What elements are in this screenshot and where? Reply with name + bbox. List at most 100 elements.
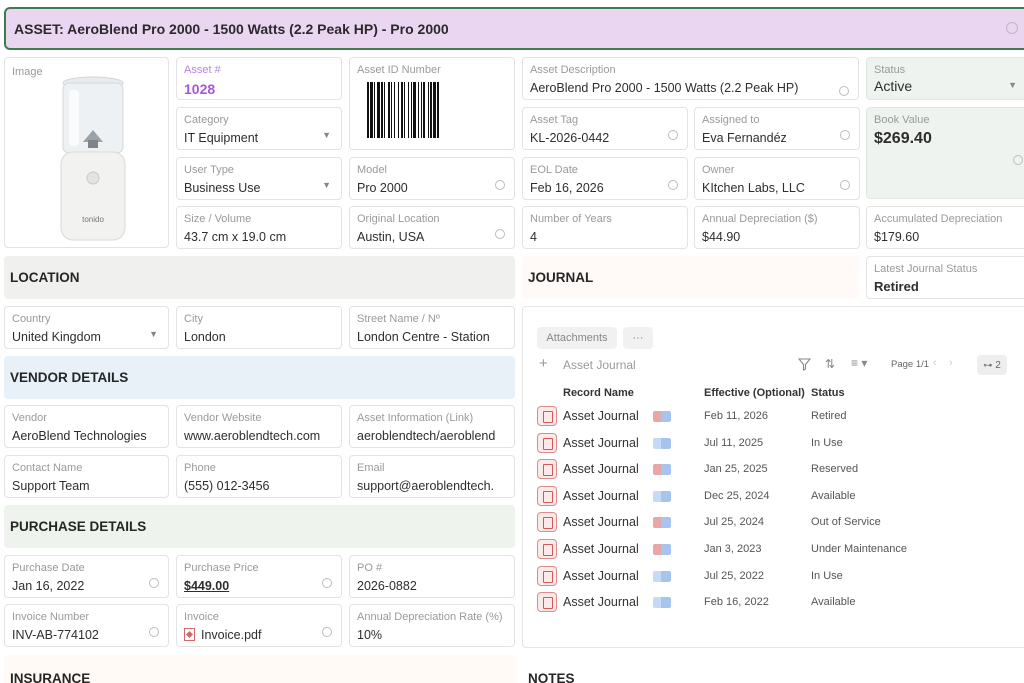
record-effective-date: Dec 25, 2024: [704, 489, 770, 502]
tab-more[interactable]: ···: [623, 327, 653, 349]
annual-depreciation-rate-field[interactable]: Annual Depreciation Rate (%) 10%: [349, 604, 515, 647]
table-row[interactable]: Asset Journal Feb 11, 2026 Retired: [523, 404, 1024, 430]
asset-tag-field[interactable]: Asset Tag KL-2026-0442: [522, 107, 688, 150]
sort-icon[interactable]: ⇅: [825, 357, 836, 371]
latest-journal-status-value: Retired: [874, 279, 919, 294]
category-select[interactable]: Category IT Equipment ▼: [176, 107, 342, 150]
phone-field[interactable]: Phone (555) 012-3456: [176, 455, 342, 498]
asset-info-link-field[interactable]: Asset Information (Link) aeroblendtech/a…: [349, 405, 515, 448]
original-location-field[interactable]: Original Location Austin, USA: [349, 206, 515, 249]
table-row[interactable]: Asset Journal Dec 25, 2024 Available: [523, 484, 1024, 510]
invoice-number-field[interactable]: Invoice Number INV-AB-774102: [4, 604, 169, 647]
table-row[interactable]: Asset Journal Jan 3, 2023 Under Maintenanc…: [523, 537, 1024, 563]
invoice-file-link[interactable]: Invoice.pdf: [201, 628, 262, 642]
vendor-website-value[interactable]: www.aeroblendtech.com: [184, 429, 321, 443]
purchase-section-title: PURCHASE DETAILS: [10, 519, 147, 534]
table-row[interactable]: Asset Journal Feb 16, 2022 Available: [523, 590, 1024, 616]
number-of-years-field[interactable]: Number of Years 4: [522, 206, 688, 249]
info-icon[interactable]: [1006, 22, 1018, 34]
barcode-bar: [408, 82, 409, 138]
journal-record-icon: [537, 459, 557, 480]
po-number-field[interactable]: PO # 2026-0882: [349, 555, 515, 598]
purchase-price-value: $449.00: [184, 579, 230, 593]
owner-field[interactable]: Owner KItchen Labs, LLC: [694, 157, 860, 200]
record-name[interactable]: Asset Journal: [563, 409, 639, 423]
journal-toolbar: + Asset Journal ⇅ ≡ ▾ Page 1/1 ‹ › ⊶ 2: [537, 355, 1024, 377]
info-icon: [149, 627, 159, 637]
record-name[interactable]: Asset Journal: [563, 435, 639, 450]
country-select[interactable]: Country United Kingdom ▼: [4, 306, 169, 349]
vendor-field[interactable]: Vendor AeroBlend Technologies: [4, 405, 169, 448]
owner-label: Owner: [702, 164, 735, 176]
column-header-effective[interactable]: Effective (Optional): [704, 387, 805, 399]
record-name[interactable]: Asset Journal: [563, 488, 639, 503]
group-icon[interactable]: ≡ ▾: [851, 356, 868, 370]
country-value: United Kingdom: [12, 330, 101, 344]
invoice-file-field[interactable]: Invoice Invoice.pdf: [176, 604, 342, 647]
asset-number-field[interactable]: Asset # 1028: [176, 57, 342, 100]
record-tag-icon: [653, 490, 671, 502]
eol-date-field[interactable]: EOL Date Feb 16, 2026: [522, 157, 688, 200]
model-field[interactable]: Model Pro 2000: [349, 157, 515, 200]
barcode-bar: [423, 82, 425, 138]
filter-icon[interactable]: [798, 358, 811, 371]
journal-section-header: JOURNAL: [522, 256, 859, 299]
prev-page-icon[interactable]: ‹: [933, 357, 937, 369]
record-tag-icon: [653, 411, 671, 422]
asset-image-field[interactable]: Image tonido: [4, 57, 169, 248]
record-name[interactable]: Asset Journal: [563, 542, 639, 556]
vendor-section-header: VENDOR DETAILS: [4, 356, 515, 399]
invoice-label: Invoice: [184, 611, 219, 623]
asset-title-bar: ASSET: AeroBlend Pro 2000 - 1500 Watts (…: [4, 7, 1024, 50]
asset-info-link-value[interactable]: aeroblendtech/aeroblend: [357, 429, 496, 443]
asset-number-value: 1028: [184, 81, 216, 97]
record-status: Available: [811, 489, 856, 502]
column-header-record-name[interactable]: Record Name: [563, 387, 634, 399]
table-row[interactable]: Asset Journal Jul 11, 2025 In Use: [523, 431, 1024, 457]
add-icon[interactable]: +: [539, 355, 548, 372]
contact-name-field[interactable]: Contact Name Support Team: [4, 455, 169, 498]
email-field[interactable]: Email support@aeroblendtech.: [349, 455, 515, 498]
record-name[interactable]: Asset Journal: [563, 595, 639, 610]
journal-record-icon: [537, 565, 557, 586]
asset-id-number-field[interactable]: Asset ID Number: [349, 57, 515, 150]
info-icon: [668, 130, 678, 140]
book-value-field[interactable]: Book Value $269.40: [866, 107, 1024, 199]
owner-value: KItchen Labs, LLC: [702, 181, 805, 195]
next-page-icon[interactable]: ›: [949, 357, 953, 369]
add-journal-button[interactable]: Asset Journal: [563, 358, 636, 372]
record-status: Reserved: [811, 463, 859, 476]
status-select[interactable]: Status Active ▼: [866, 57, 1024, 100]
table-row[interactable]: Asset Journal Jul 25, 2022 In Use: [523, 564, 1024, 590]
record-status: In Use: [811, 436, 843, 449]
vendor-website-field[interactable]: Vendor Website www.aeroblendtech.com: [176, 405, 342, 448]
chevron-down-icon: ▼: [149, 329, 158, 339]
barcode-bar: [398, 82, 399, 138]
barcode-bar: [377, 82, 380, 138]
record-tag-icon: [653, 464, 671, 476]
column-header-status[interactable]: Status: [811, 387, 845, 399]
purchase-price-field[interactable]: Purchase Price $449.00: [176, 555, 342, 598]
city-field[interactable]: City London: [176, 306, 342, 349]
asset-description-field[interactable]: Asset Description AeroBlend Pro 2000 - 1…: [522, 57, 859, 100]
table-row[interactable]: Asset Journal Jul 25, 2024 Out of Service: [523, 510, 1024, 536]
table-row[interactable]: Asset Journal Jan 25, 2025 Reserved: [523, 457, 1024, 483]
barcode-bar: [437, 82, 439, 138]
record-name[interactable]: Asset Journal: [563, 568, 639, 583]
linked-count-badge[interactable]: ⊶ 2: [977, 355, 1007, 375]
record-name[interactable]: Asset Journal: [563, 515, 639, 530]
latest-journal-status-field[interactable]: Latest Journal Status Retired: [866, 256, 1024, 299]
assigned-to-field[interactable]: Assigned to Eva Fernandéz: [694, 107, 860, 150]
barcode-bar: [430, 82, 432, 138]
size-volume-field[interactable]: Size / Volume 43.7 cm x 19.0 cm: [176, 206, 342, 249]
email-value[interactable]: support@aeroblendtech.: [357, 479, 495, 493]
record-name[interactable]: Asset Journal: [563, 462, 639, 477]
annual-depreciation-field[interactable]: Annual Depreciation ($) $44.90: [694, 206, 860, 249]
user-type-select[interactable]: User Type Business Use ▼: [176, 157, 342, 200]
street-field[interactable]: Street Name / Nº London Centre - Station: [349, 306, 515, 349]
info-icon: [668, 180, 678, 190]
purchase-date-field[interactable]: Purchase Date Jan 16, 2022: [4, 555, 169, 598]
tab-attachments[interactable]: Attachments: [537, 327, 617, 349]
journal-panel: Attachments ··· + Asset Journal ⇅ ≡ ▾ Pa…: [522, 306, 1024, 648]
accumulated-depreciation-field[interactable]: Accumulated Depreciation $179.60: [866, 206, 1024, 249]
